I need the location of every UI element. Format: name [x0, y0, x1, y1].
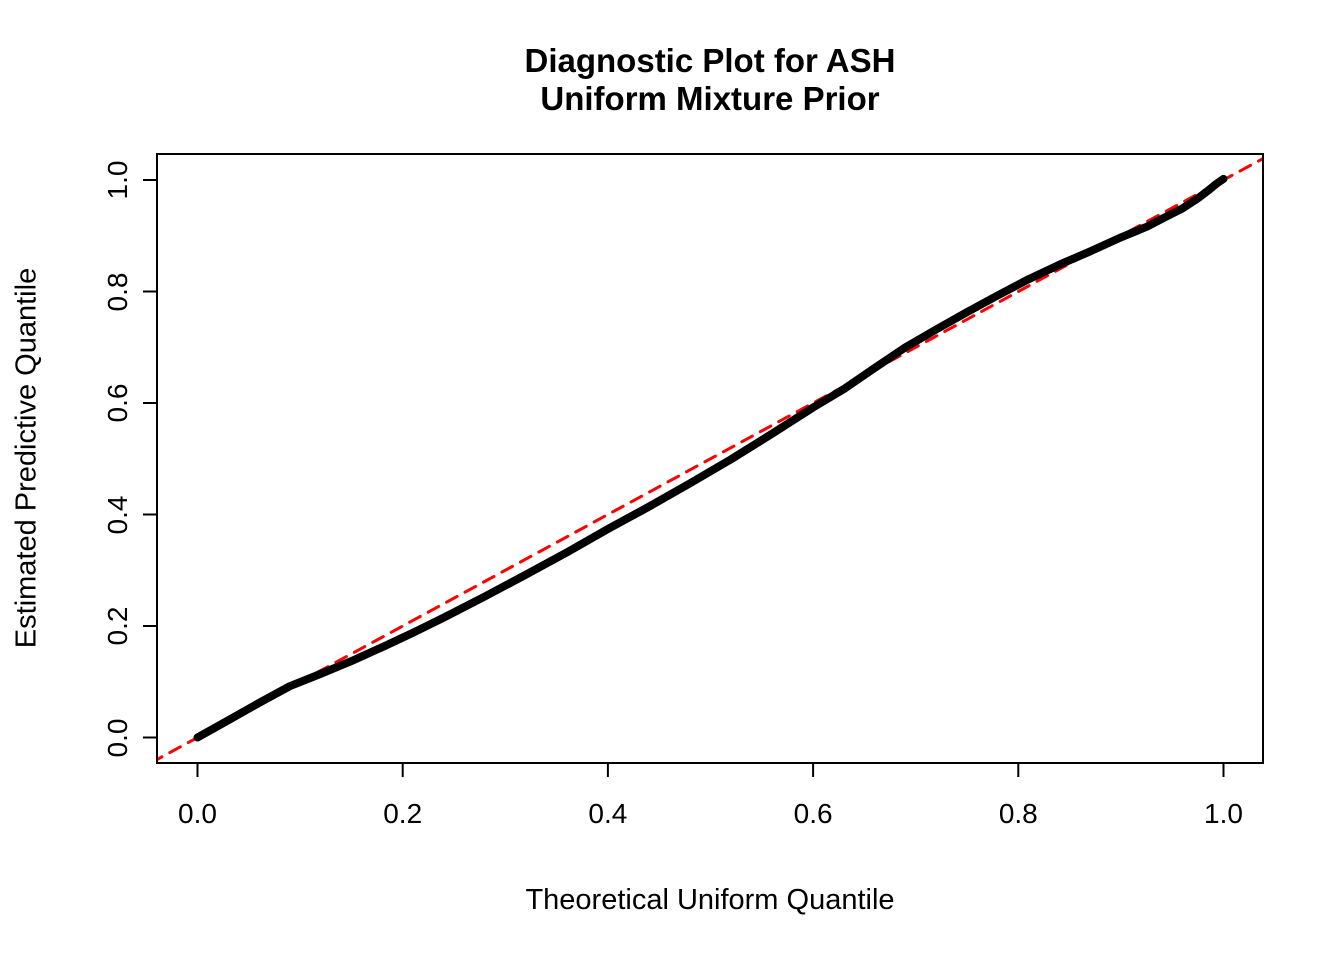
y-axis-label: Estimated Predictive Quantile — [10, 267, 43, 649]
x-tick-label: 1.0 — [1204, 798, 1243, 829]
y-tick-label: 0.0 — [102, 718, 133, 757]
axis-tick-marks — [143, 179, 1225, 777]
x-tick-label: 0.0 — [178, 798, 217, 829]
x-tick-label: 0.2 — [383, 798, 423, 829]
x-tick-label: 0.8 — [998, 798, 1038, 829]
y-tick-label: 0.8 — [102, 272, 133, 311]
y-tick-label: 0.2 — [102, 606, 133, 646]
x-axis-label: Theoretical Uniform Quantile — [525, 884, 895, 916]
chart-title-line-1: Diagnostic Plot for ASH — [524, 42, 896, 79]
data-series — [156, 156, 1264, 762]
chart-title: Diagnostic Plot for ASH Uniform Mixture … — [157, 42, 1263, 118]
x-tick-label: 0.6 — [793, 798, 833, 829]
plot-border-box — [156, 153, 1264, 764]
chart-title-line-2: Uniform Mixture Prior — [540, 80, 880, 117]
y-tick-label: 0.6 — [102, 383, 133, 423]
x-tick-label: 0.4 — [588, 798, 628, 829]
y-tick-label: 1.0 — [102, 160, 133, 200]
y-tick-label: 0.4 — [102, 495, 133, 534]
estimated-predictive-quantile-curve — [193, 174, 1228, 742]
